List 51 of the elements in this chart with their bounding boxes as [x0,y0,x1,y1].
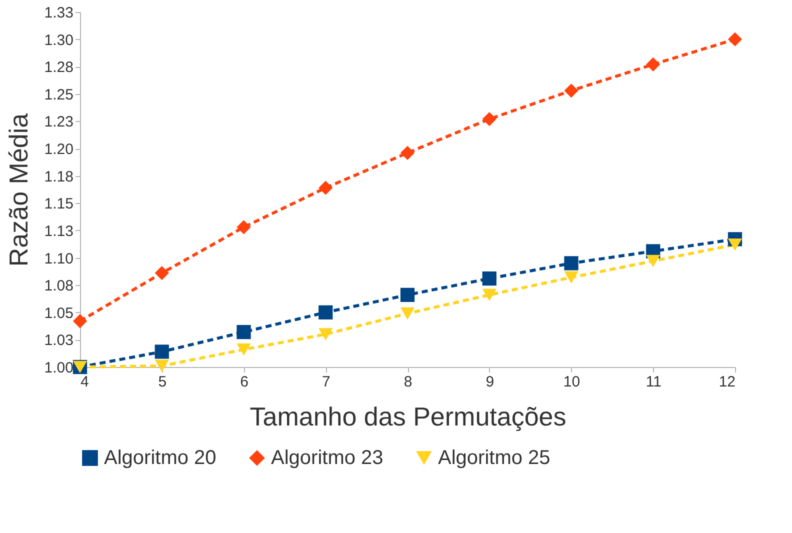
x-axis-title: Tamanho das Permutações [250,402,566,432]
y-tick-label: 1.28 [44,59,74,76]
legend-label: Algoritmo 25 [438,447,550,469]
point [646,57,660,72]
point [318,305,333,320]
point [318,328,333,340]
text: 1.25 [44,86,74,104]
point [400,288,415,302]
legend-label: Algoritmo 20 [104,447,216,469]
point [564,84,578,98]
text: 1.15 [44,196,74,213]
y-tick-label: 1.23 [44,114,74,131]
point [482,288,496,302]
x-tick-label: 4 [80,374,89,390]
point [646,254,660,268]
y-tick-label: 1.08 [44,278,74,295]
point [728,238,742,251]
point [564,271,578,284]
x-tick-label: 5 [158,374,167,390]
y-tick-label: 1.03 [44,332,74,350]
point [154,266,169,280]
x-tick-label: 7 [322,374,330,390]
point [728,32,742,46]
y-tick-label: 1.13 [44,222,74,240]
y-tick-label: 1.18 [44,168,74,186]
y-axis-title: Razão Média [3,112,34,267]
x-tick-label: 8 [404,374,412,390]
text: 1.20 [44,141,74,158]
x-tick-label: 11 [646,374,662,390]
x-tick-label: 12 [718,374,736,390]
point [236,343,251,356]
point [154,344,169,359]
point [318,180,333,195]
point [482,112,496,126]
x-tick-label: 9 [486,374,494,390]
text: 1.00 [44,360,74,376]
point [564,256,578,270]
text: 1.10 [44,250,74,268]
point [236,220,251,234]
point [400,307,415,320]
point [236,324,251,340]
point [72,314,88,328]
point [400,146,415,160]
y-tick-label: 1.33 [44,4,74,22]
x-tick-label: 6 [240,374,248,390]
text: 1.05 [44,304,74,322]
point [482,271,496,286]
text: 1.30 [44,32,74,49]
legend-label: Algoritmo 23 [271,447,384,469]
point [154,360,169,372]
x-tick-label: 10 [563,374,580,390]
